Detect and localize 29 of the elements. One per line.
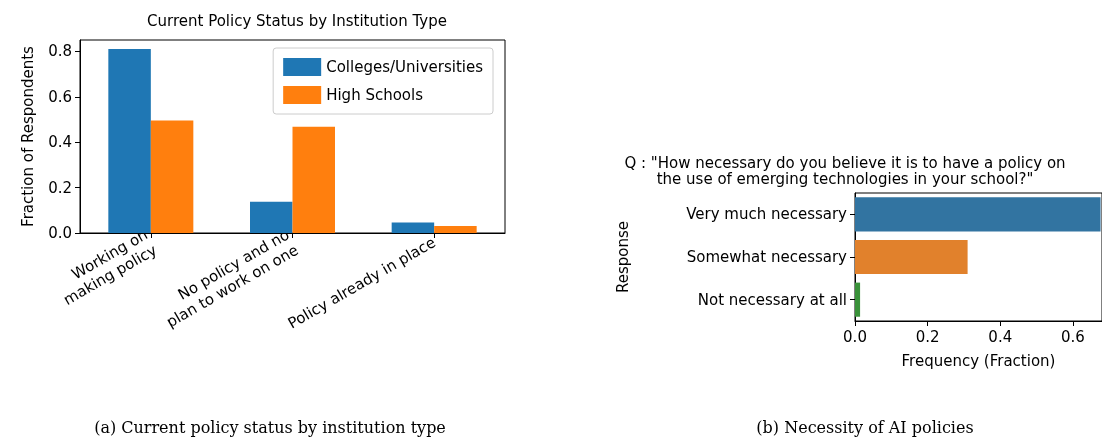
bar [434, 225, 477, 233]
y-axis-title: Response [613, 220, 632, 294]
chart-title: Q : "How necessary do you believe it is to have a policy on the use of emerging technologies in your school?" [624, 154, 1066, 188]
bar [108, 49, 151, 233]
bar [150, 120, 194, 233]
x-axis-title: Frequency (Fraction) [901, 351, 1056, 370]
bar [855, 197, 1101, 232]
text: (a) Current policy status by institution type [94, 417, 446, 437]
legend-label: High Schools [326, 86, 424, 104]
bar [391, 222, 435, 233]
chart-title: Current Policy Status by Institution Type [147, 12, 447, 30]
bar [855, 239, 968, 275]
text: (b) Necessity of AI policies [756, 417, 974, 437]
bar [250, 201, 293, 233]
y-tick-label: 0.8 [48, 42, 72, 61]
bar [855, 282, 861, 317]
legend-label: Colleges/Universities [326, 58, 484, 76]
y-tick-label: 0.2 [48, 178, 72, 197]
x-tick-label: 0.6 [1061, 327, 1085, 346]
y-axis-title: Fraction of Respondents [18, 45, 37, 227]
y-tick-label: 0.4 [48, 133, 72, 152]
x-tick-label: 0.0 [843, 327, 867, 346]
y-tick-label: Somewhat necessary [686, 248, 848, 266]
x-tick-label: 0.4 [988, 327, 1013, 346]
bar [292, 126, 335, 233]
y-tick-label: 0.6 [48, 87, 72, 106]
x-tick-label: 0.2 [915, 327, 940, 346]
y-tick-label: Very much necessary [686, 205, 848, 224]
y-tick-label: Not necessary at all [697, 290, 847, 309]
